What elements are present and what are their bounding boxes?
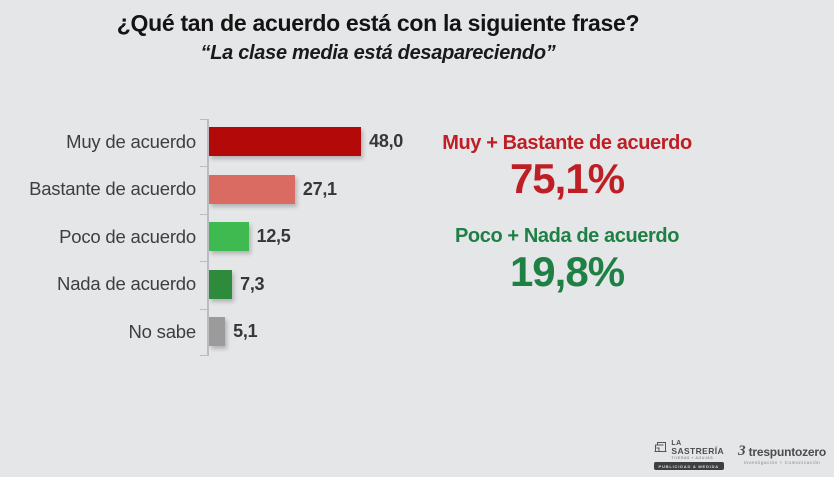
axis-tick xyxy=(200,166,207,167)
bar-rows: Muy de acuerdo 48,0 Bastante de acuerdo … xyxy=(0,118,834,356)
bar-track: 27,1 xyxy=(209,174,337,204)
category-label: Muy de acuerdo xyxy=(66,130,196,152)
trespuntozero-tagline: Investigación + Comunicación xyxy=(743,460,821,466)
chart-title: ¿Qué tan de acuerdo está con la siguient… xyxy=(116,10,640,36)
bar-poco-de-acuerdo xyxy=(209,222,249,252)
chart-subtitle: “La clase media está desapareciendo” xyxy=(200,42,556,64)
sastreria-line1: LA xyxy=(671,440,682,447)
trespuntozero-name: trespuntozero xyxy=(748,444,827,459)
bar-bastante-de-acuerdo xyxy=(209,174,295,204)
sastreria-badge: PUBLICIDAD A MEDIDA xyxy=(653,462,724,470)
bar-track: 7,3 xyxy=(209,269,265,299)
bar-row-no-sabe: No sabe 5,1 xyxy=(0,308,834,356)
sewing-machine-icon xyxy=(653,440,668,459)
agree-value: 75,1% xyxy=(509,155,625,202)
bar-chart: Muy de acuerdo 48,0 Bastante de acuerdo … xyxy=(0,118,834,358)
disagree-label: Poco + Nada de acuerdo xyxy=(454,225,680,248)
disagree-value: 19,8% xyxy=(509,248,625,296)
spacer xyxy=(437,201,697,225)
trespuntozero-logo: 3 trespuntozero Investigación + Comunica… xyxy=(738,444,826,466)
sastreria-logo: LA SASTRERÍA TIJERAS + AGUJAS PUBLICIDAD… xyxy=(653,440,724,470)
bar-row-bastante-de-acuerdo: Bastante de acuerdo 27,1 xyxy=(0,166,834,214)
aggregate-panel: Muy + Bastante de acuerdo 75,1% Poco + N… xyxy=(437,132,697,294)
axis-tick xyxy=(200,214,207,215)
bar-nada-de-acuerdo xyxy=(209,269,233,299)
category-label: Poco de acuerdo xyxy=(59,225,196,247)
bar-row-muy-de-acuerdo: Muy de acuerdo 48,0 xyxy=(0,118,834,166)
y-axis-line xyxy=(200,119,209,356)
category-label: Bastante de acuerdo xyxy=(29,178,196,200)
bar-no-sabe xyxy=(209,317,226,347)
sastreria-line2: SASTRERÍA xyxy=(671,446,725,456)
bar-row-poco-de-acuerdo: Poco de acuerdo 12,5 xyxy=(0,213,834,261)
bar-track: 5,1 xyxy=(209,317,258,347)
bar-track: 12,5 xyxy=(209,222,291,252)
numeral-3-icon: 3 xyxy=(738,443,746,460)
value-label: 7,3 xyxy=(240,273,265,294)
bar-row-nada-de-acuerdo: Nada de acuerdo 7,3 xyxy=(0,261,834,309)
value-label: 12,5 xyxy=(256,226,291,247)
bar-muy-de-acuerdo xyxy=(209,127,362,157)
footer-logos: LA SASTRERÍA TIJERAS + AGUJAS PUBLICIDAD… xyxy=(653,440,826,470)
value-label: 5,1 xyxy=(233,321,258,342)
axis-tick xyxy=(200,309,207,310)
axis-tick xyxy=(200,355,207,356)
chart-header: ¿Qué tan de acuerdo está con la siguient… xyxy=(0,10,795,65)
value-label: 27,1 xyxy=(302,178,337,199)
axis-tick xyxy=(200,261,207,262)
category-label: Nada de acuerdo xyxy=(57,273,196,295)
value-label: 48,0 xyxy=(369,131,403,152)
sastreria-line3: TIJERAS + AGUJAS xyxy=(671,455,714,460)
category-label: No sabe xyxy=(128,320,196,342)
axis-tick xyxy=(200,119,207,120)
bar-track: 48,0 xyxy=(209,127,403,157)
agree-label: Muy + Bastante de acuerdo xyxy=(442,132,692,154)
